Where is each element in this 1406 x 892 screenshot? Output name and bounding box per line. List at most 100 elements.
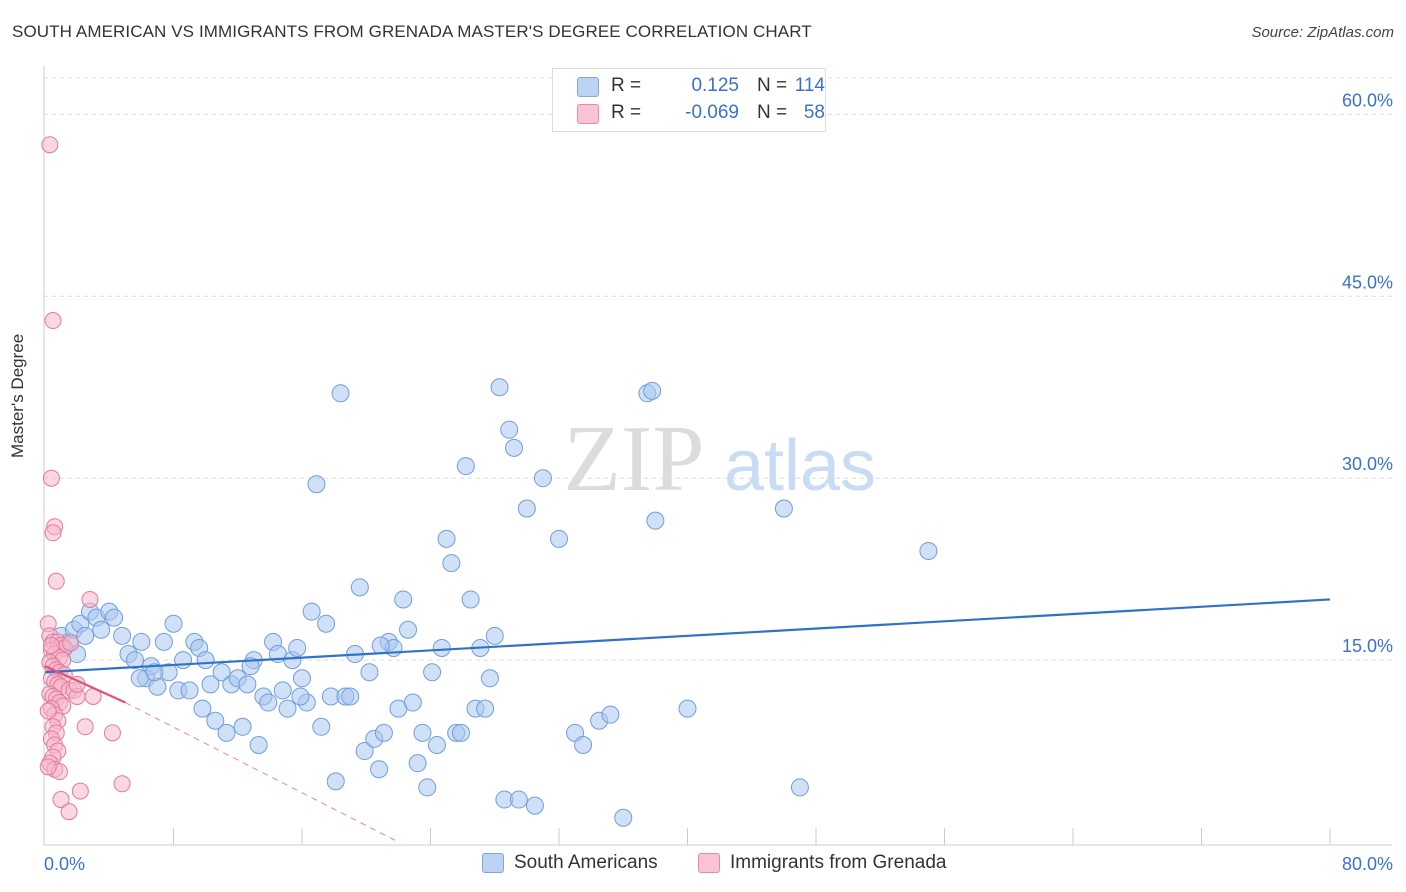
tick-labels: 15.0% 30.0% 45.0% 60.0% 0.0% 80.0% — [44, 90, 1393, 874]
point-south-american — [201, 675, 220, 694]
trend-lines — [44, 598, 1331, 843]
point-grenada — [39, 758, 57, 776]
source-credit: Source: ZipAtlas.com — [1251, 24, 1394, 41]
watermark-zip: ZIP — [564, 407, 705, 511]
r-label: R = — [611, 75, 642, 96]
point-south-american — [174, 651, 193, 670]
point-south-american — [574, 735, 593, 754]
point-south-american — [350, 578, 369, 597]
legend-label: Immigrants from Grenada — [730, 852, 947, 873]
scatter-points — [39, 136, 938, 827]
y-tick-label: 60.0% — [1342, 90, 1393, 110]
point-south-american — [374, 723, 393, 742]
point-south-american — [413, 723, 432, 742]
point-south-american — [273, 681, 292, 700]
point-south-american — [326, 772, 345, 791]
point-grenada — [52, 791, 70, 809]
point-grenada — [103, 724, 121, 742]
point-south-american — [217, 723, 236, 742]
point-grenada — [42, 469, 60, 487]
point-grenada — [81, 590, 99, 608]
point-south-american — [331, 384, 350, 403]
point-south-american — [154, 632, 173, 651]
point-grenada — [62, 634, 80, 652]
y-axis-label: Master's Degree — [8, 333, 27, 458]
point-south-american — [403, 693, 422, 712]
point-grenada — [76, 718, 94, 736]
point-south-american — [360, 663, 379, 682]
point-south-american — [259, 693, 278, 712]
point-grenada — [41, 136, 59, 154]
trend-grenada — [44, 665, 126, 704]
point-south-american — [193, 699, 212, 718]
point-south-american — [678, 699, 697, 718]
point-grenada — [44, 312, 62, 330]
point-south-american — [517, 499, 536, 518]
point-south-american — [278, 699, 297, 718]
point-south-american — [505, 438, 524, 457]
point-south-american — [288, 638, 307, 657]
point-grenada — [47, 572, 65, 590]
point-south-american — [442, 554, 461, 573]
chart-title: SOUTH AMERICAN VS IMMIGRANTS FROM GRENAD… — [12, 22, 812, 41]
point-grenada — [39, 702, 57, 720]
r-value: 0.125 — [691, 75, 739, 96]
n-value: 114 — [794, 75, 825, 96]
point-south-american — [180, 681, 199, 700]
point-south-american — [394, 590, 413, 609]
point-south-american — [317, 614, 336, 633]
point-south-american — [399, 620, 418, 639]
point-south-american — [249, 735, 268, 754]
n-label: N = — [757, 102, 788, 123]
point-grenada — [60, 803, 78, 821]
point-south-american — [312, 717, 331, 736]
r-label: R = — [611, 102, 642, 123]
point-south-american — [196, 651, 215, 670]
point-grenada — [113, 775, 131, 793]
blue-swatch-icon — [577, 77, 599, 97]
point-south-american — [476, 699, 495, 718]
point-south-american — [355, 742, 374, 761]
point-south-american — [307, 475, 326, 494]
pink-swatch-icon — [577, 104, 599, 124]
point-south-american — [533, 469, 552, 488]
n-label: N = — [757, 75, 788, 96]
point-south-american — [113, 626, 132, 645]
point-south-american — [437, 529, 456, 548]
point-south-american — [105, 608, 124, 627]
point-south-american — [233, 717, 252, 736]
legend-label: South Americans — [514, 852, 658, 873]
point-south-american — [461, 590, 480, 609]
point-south-american — [423, 663, 442, 682]
y-tick-label: 45.0% — [1342, 272, 1393, 292]
x-tick-label: 80.0% — [1342, 854, 1393, 874]
point-south-american — [132, 632, 151, 651]
n-value: 58 — [803, 102, 825, 123]
blue-swatch-icon — [482, 853, 504, 873]
watermark: ZIP atlas — [564, 407, 877, 511]
point-south-american — [125, 651, 144, 670]
point-south-american — [550, 529, 568, 548]
point-south-american — [302, 602, 321, 621]
point-south-american — [92, 620, 111, 639]
point-south-american — [164, 614, 183, 633]
point-south-american — [490, 378, 509, 397]
point-south-american — [148, 677, 167, 696]
y-tick-label: 30.0% — [1342, 454, 1393, 474]
point-south-american — [601, 705, 620, 724]
point-south-american — [452, 723, 471, 742]
grid-lines — [44, 77, 1392, 661]
point-south-american — [485, 626, 504, 645]
point-south-american — [643, 381, 662, 400]
point-grenada — [44, 524, 62, 542]
point-south-american — [790, 778, 809, 797]
point-south-american — [774, 499, 793, 518]
point-south-american — [500, 420, 519, 439]
point-south-american — [456, 457, 475, 476]
point-grenada — [42, 637, 60, 655]
point-south-american — [919, 541, 938, 560]
point-south-american — [427, 735, 446, 754]
point-south-american — [371, 636, 390, 655]
point-south-american — [76, 626, 95, 645]
